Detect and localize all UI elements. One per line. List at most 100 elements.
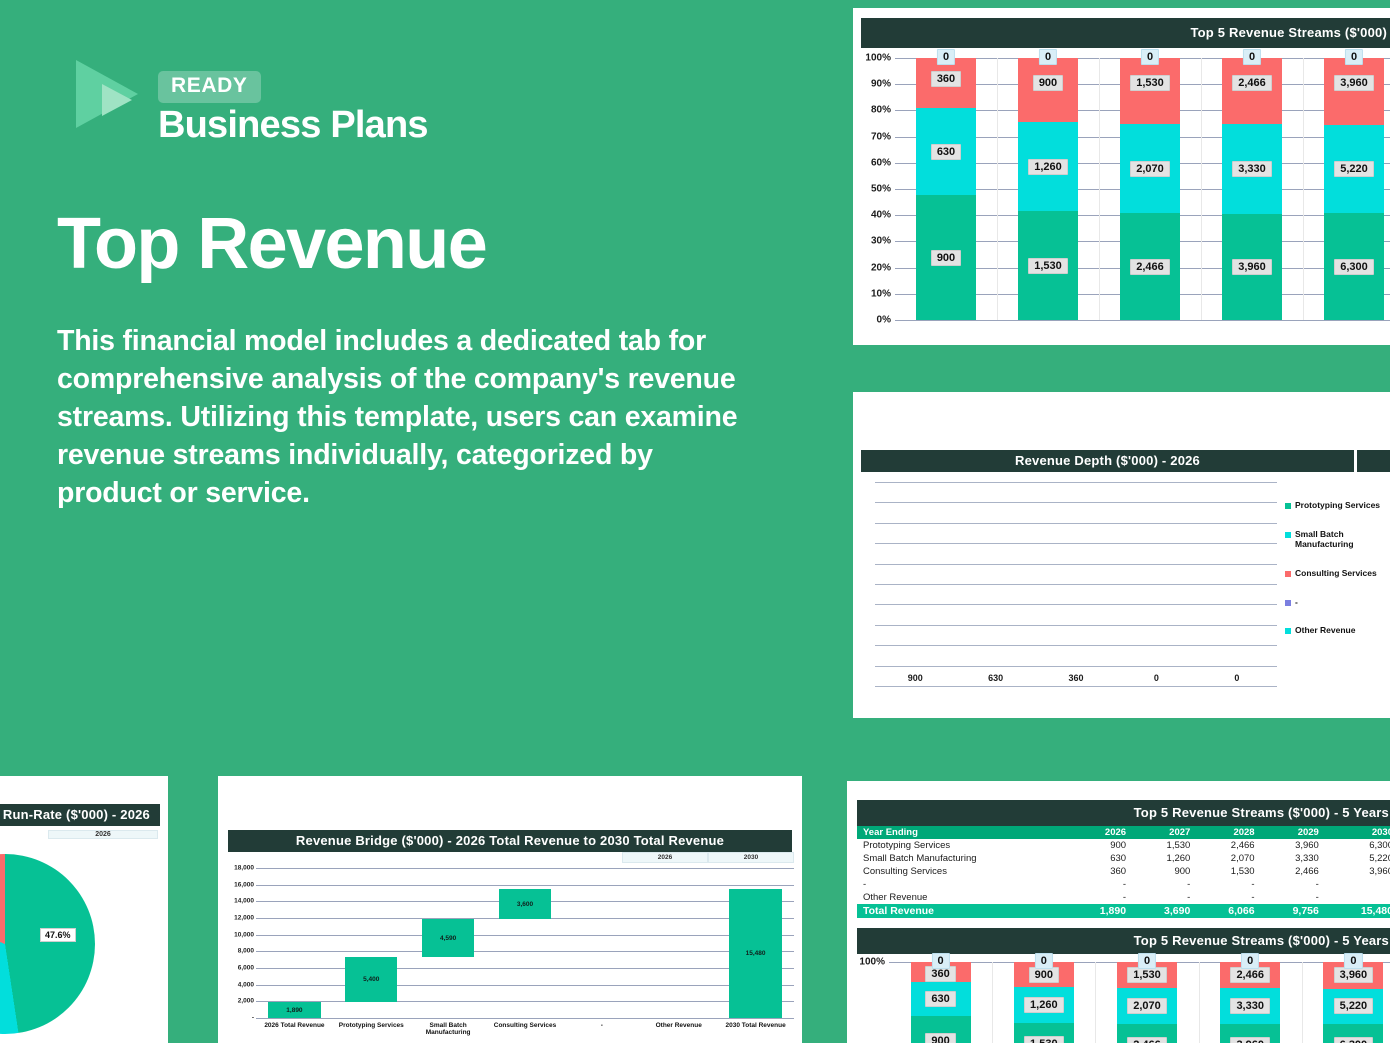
bar-segment-prototyping-services[interactable]: 3,960 <box>1220 1023 1281 1043</box>
bar-segment-prototyping-services[interactable]: 1,530 <box>1013 1022 1074 1043</box>
bar-value-label: 900 <box>925 1033 956 1043</box>
table-cell: - <box>1315 892 1319 903</box>
bar-segment-prototyping-services[interactable]: 900 <box>910 1016 971 1043</box>
bar-slot: 900 <box>875 673 955 686</box>
stacked-bar[interactable]: 1,530 2,070 2,466 0 <box>1117 953 1177 1043</box>
table-cell: - <box>1315 879 1319 890</box>
table-top5-5years: Year Ending20262027202820292030 Prototyp… <box>857 826 1390 918</box>
pie-label-prototyping: 47.6% <box>40 928 76 942</box>
bar-segment-prototyping-services[interactable]: 3,960 <box>1222 213 1282 320</box>
table-total-cell: 3,690 <box>1132 904 1197 918</box>
table-cell: Small Batch Manufacturing <box>863 853 977 864</box>
chart-title-run-rate: Run-Rate ($'000) - 2026 <box>0 804 160 826</box>
bar-group: 900 630 360 0 0 <box>875 482 1277 686</box>
bar-segment-consulting-services[interactable]: 900 <box>1018 58 1078 122</box>
stacked-bar[interactable]: 360 630 900 0 <box>916 49 976 320</box>
waterfall-bar[interactable]: 4,590 <box>422 919 475 958</box>
y-tick-label: 90% <box>870 78 891 90</box>
bar-segment-small-batch-manufacturing[interactable]: 1,260 <box>1013 987 1074 1023</box>
gridline <box>256 968 794 969</box>
bar-value-label: 2,070 <box>1127 997 1167 1014</box>
table-cell: 3,330 <box>1295 853 1319 864</box>
legend-item[interactable]: Consulting Services <box>1285 568 1390 579</box>
stacked-bar[interactable]: 2,466 3,330 3,960 0 <box>1222 49 1282 320</box>
bar-segment-consulting-services[interactable]: 3,960 <box>1323 962 1384 989</box>
bar-segment-consulting-services[interactable]: 360 <box>916 58 976 108</box>
bar-value-label: 1,530 <box>1024 1036 1064 1043</box>
bar-segment-consulting-services[interactable]: 3,960 <box>1324 58 1384 126</box>
table-cell: Other Revenue <box>863 892 928 903</box>
waterfall-col: 15,480 <box>717 868 794 1018</box>
bar-segment-prototyping-services[interactable]: 6,300 <box>1323 1023 1384 1043</box>
chart-revenue-depth: 900 630 360 0 0 Prototyping Services Small Ba… <box>861 476 1390 687</box>
legend-revenue-depth: Prototyping Services Small Batch Manufact… <box>1277 482 1390 686</box>
bar-value-label: 900 <box>930 249 962 266</box>
bar-segment-small-batch-manufacturing[interactable]: 2,070 <box>1120 124 1180 214</box>
bar-slot: 360 630 900 0 <box>895 49 997 320</box>
table-total-cell: 1,890 <box>1067 904 1133 918</box>
bar-segment-prototyping-services[interactable]: 2,466 <box>1117 1023 1177 1043</box>
table-total-row: Total Revenue 1,890 3,690 6,066 9,756 15,480 <box>857 904 1390 918</box>
bar-segment-prototyping-services[interactable]: 1,530 <box>1018 211 1078 320</box>
table-cell: - <box>1122 892 1127 903</box>
column-separator <box>1198 962 1200 1043</box>
stacked-bar[interactable]: 1,530 2,070 2,466 0 <box>1120 49 1180 320</box>
gridline <box>875 686 1277 687</box>
bar-segment-small-batch-manufacturing[interactable]: 3,330 <box>1220 988 1281 1024</box>
waterfall-bar[interactable]: 1,890 <box>268 1002 321 1018</box>
gridline <box>875 624 1277 626</box>
waterfall-col: 3,600 <box>487 868 564 1018</box>
waterfall-col: 4,590 <box>410 868 487 1018</box>
x-tick-label: Consulting Services <box>493 1022 557 1029</box>
stacked-bar[interactable]: 2,466 3,330 3,960 0 <box>1220 953 1281 1043</box>
bar-slot: 2,466 3,330 3,960 0 <box>1199 953 1302 1043</box>
column-separator <box>1301 962 1303 1043</box>
bar-segment-small-batch-manufacturing[interactable]: 5,220 <box>1324 125 1384 214</box>
bar-segment-consulting-services[interactable]: 1,530 <box>1120 58 1180 125</box>
bridge-key-2026: 2026 <box>622 852 708 863</box>
waterfall-bar[interactable]: 15,480 <box>729 889 782 1018</box>
bar-segment-prototyping-services[interactable]: 2,466 <box>1120 213 1180 320</box>
bar-value-label: 630 <box>930 143 962 160</box>
bar-value-label: 360 <box>1068 673 1084 683</box>
chart-title-top5-5years: Top 5 Revenue Streams ($'000) - 5 Years <box>857 928 1390 954</box>
bar-segment-consulting-services[interactable]: 2,466 <box>1222 58 1282 125</box>
bar-value-label: 5,400 <box>363 976 380 984</box>
panel-revenue-bridge: Revenue Bridge ($'000) - 2026 Total Reve… <box>218 776 802 1043</box>
bar-segment-small-batch-manufacturing[interactable]: 630 <box>916 107 976 196</box>
bar-segment-small-batch-manufacturing[interactable]: 5,220 <box>1323 988 1384 1024</box>
table-cell: - <box>1187 879 1191 890</box>
legend-item[interactable]: Other Revenue <box>1285 625 1390 636</box>
waterfall-bar[interactable]: 5,400 <box>345 957 398 1003</box>
legend-item[interactable]: Prototyping Services <box>1285 500 1390 511</box>
bar-slot: 3,960 5,220 6,300 0 <box>1302 953 1390 1043</box>
legend-label: Other Revenue <box>1295 625 1356 636</box>
bar-segment-prototyping-services[interactable]: 900 <box>916 195 976 320</box>
y-tick-label: 60% <box>870 157 891 169</box>
gridline <box>875 665 1277 667</box>
legend-item[interactable]: - <box>1285 597 1390 608</box>
stacked-bar[interactable]: 3,960 5,220 6,300 0 <box>1324 49 1384 320</box>
bar-value-label-other: 0 <box>1137 953 1157 969</box>
bar-segment-small-batch-manufacturing[interactable]: 3,330 <box>1222 124 1282 214</box>
chart-title-revenue-bridge: Revenue Bridge ($'000) - 2026 Total Reve… <box>228 830 792 852</box>
table-col-header: 2027 <box>1132 826 1197 839</box>
bar-segment-small-batch-manufacturing[interactable]: 630 <box>910 981 971 1017</box>
bar-value-label: 1,260 <box>1028 158 1068 175</box>
stacked-bar[interactable]: 3,960 5,220 6,300 0 <box>1323 953 1384 1043</box>
bar-slot: 0 <box>1197 673 1277 686</box>
bar-group: 360 630 900 0 900 1,260 1,530 0 1,530 2,070 2,466 0… <box>895 49 1390 320</box>
bar-segment-small-batch-manufacturing[interactable]: 2,070 <box>1117 988 1177 1024</box>
bar-value-label: 3,600 <box>516 900 534 908</box>
gridline <box>256 1001 794 1003</box>
legend-item[interactable]: Small Batch Manufacturing <box>1285 529 1390 550</box>
bar-segment-prototyping-services[interactable]: 6,300 <box>1324 213 1384 320</box>
bar-slot: 1,530 2,070 2,466 0 <box>1095 953 1198 1043</box>
bar-segment-small-batch-manufacturing[interactable]: 1,260 <box>1018 121 1078 212</box>
table-row: ------ <box>857 878 1390 891</box>
stacked-bar[interactable]: 360 630 900 0 <box>910 953 971 1043</box>
waterfall-bar[interactable]: 3,600 <box>498 889 552 919</box>
